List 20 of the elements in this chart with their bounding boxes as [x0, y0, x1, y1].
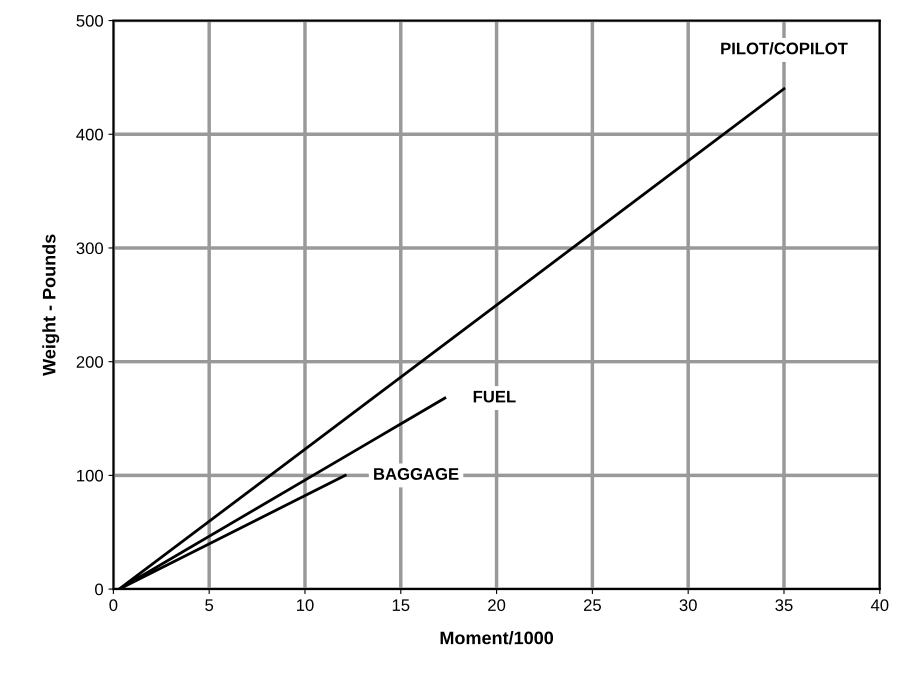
- y-tick-label: 100: [77, 470, 104, 482]
- series-label: FUEL: [474, 390, 516, 403]
- x-tick-label: 20: [488, 599, 506, 612]
- y-axis-title: Weight - Pounds: [42, 234, 60, 376]
- series-label: BAGGAGE: [374, 468, 458, 480]
- y-tick-label: 200: [76, 356, 104, 368]
- x-tick-label: 10: [296, 599, 314, 612]
- y-tick-label: 0: [95, 584, 103, 596]
- x-tick-label: 35: [775, 599, 793, 612]
- x-tick-label: 5: [205, 599, 214, 612]
- x-tick-label: 40: [870, 599, 888, 612]
- x-tick-label: 30: [680, 599, 697, 612]
- y-tick-label: 500: [76, 14, 104, 27]
- x-tick-label: 25: [584, 599, 601, 612]
- x-tick-label: 0: [109, 599, 118, 612]
- y-tick-label: 400: [76, 128, 104, 140]
- x-tick-label: 15: [392, 599, 410, 612]
- y-tick-label: 300: [76, 242, 104, 254]
- text: PILOT/COPILOT: [721, 42, 848, 55]
- x-axis-title: Moment/1000: [440, 631, 554, 644]
